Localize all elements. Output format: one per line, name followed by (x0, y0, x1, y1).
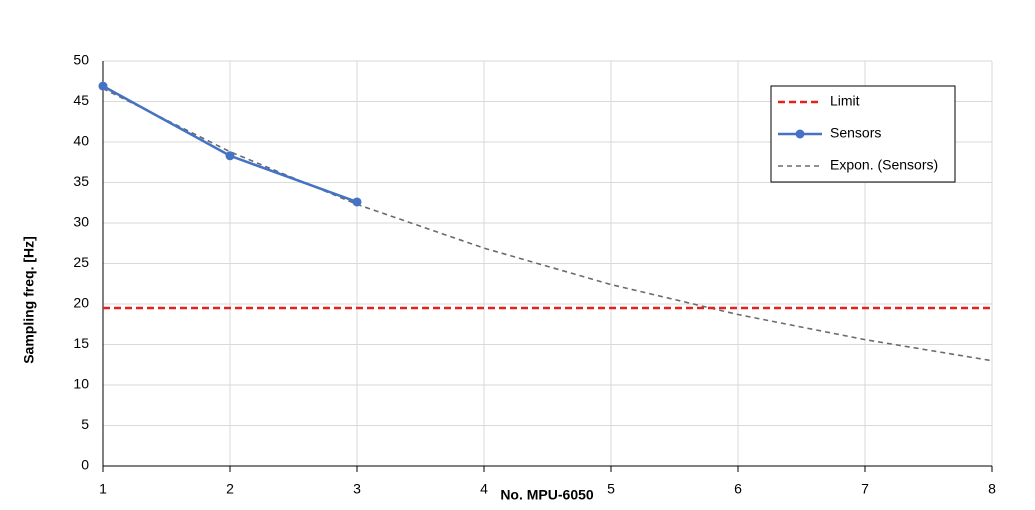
y-tick-label: 10 (73, 376, 89, 392)
legend-label: Expon. (Sensors) (830, 157, 938, 173)
x-axis-title: No. MPU-6050 (500, 487, 594, 503)
x-tick-label: 3 (353, 481, 361, 497)
y-tick-label: 45 (73, 92, 89, 108)
legend-marker (795, 129, 805, 139)
x-tick-label: 7 (861, 481, 869, 497)
x-tick-label: 8 (988, 481, 996, 497)
point (352, 197, 362, 207)
y-tick-label: 25 (73, 254, 89, 270)
legend-label: Sensors (830, 125, 881, 141)
y-tick-label: 20 (73, 295, 89, 311)
x-tick-label: 4 (480, 481, 488, 497)
y-tick-label: 50 (73, 52, 89, 68)
x-tick-label: 2 (226, 481, 234, 497)
y-tick-label: 40 (73, 133, 89, 149)
x-tick-label: 5 (607, 481, 615, 497)
y-tick-label: 0 (81, 457, 89, 473)
y-tick-label: 15 (73, 335, 89, 351)
y-tick-label: 35 (73, 173, 89, 189)
x-tick-label: 1 (99, 481, 107, 497)
x-tick-label: 6 (734, 481, 742, 497)
point (98, 81, 108, 91)
y-tick-label: 5 (81, 416, 89, 432)
y-axis-title: Sampling freq. [Hz] (21, 236, 37, 364)
legend-label: Limit (830, 93, 860, 109)
y-tick-label: 30 (73, 214, 89, 230)
point (225, 151, 235, 161)
series-line (102, 87, 993, 362)
